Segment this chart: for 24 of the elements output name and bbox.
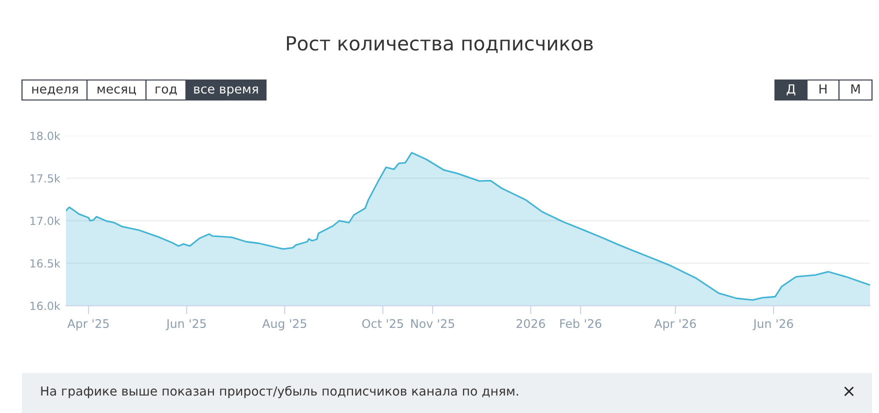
y-tick-label: 18.0k — [30, 131, 60, 140]
x-tick-label: Feb '26 — [560, 318, 602, 328]
text: Н — [820, 84, 826, 94]
x-tick-label: Jun '26 — [752, 319, 794, 330]
text: неделя — [32, 86, 78, 96]
text: месяц — [98, 86, 136, 96]
y-tick-label: 17.5k — [30, 174, 60, 183]
x-tick-label: Oct '25 — [362, 319, 403, 328]
text: × — [844, 386, 854, 396]
x-tick-label: Nov '25 — [411, 319, 454, 328]
y-tick-label: 17.0k — [30, 216, 60, 226]
text: М — [851, 84, 860, 94]
text: Д — [786, 84, 796, 96]
x-tick-label: Jun '25 — [166, 319, 206, 330]
x-tick-label: Aug '25 — [262, 319, 306, 330]
chart-title: Рост количества подписчиков — [286, 36, 593, 54]
text: год — [156, 86, 177, 96]
x-tick-label: Apr '25 — [67, 319, 109, 330]
x-tick-label: Apr '26 — [654, 319, 696, 330]
y-tick-label: 16.0k — [30, 301, 60, 310]
text: все время — [194, 86, 258, 96]
y-tick-label: 16.5k — [30, 258, 60, 268]
x-tick-label: 2026 — [516, 319, 545, 328]
text: На графике выше показан прирост/убыль подписчиков канала по дням. — [41, 386, 518, 398]
